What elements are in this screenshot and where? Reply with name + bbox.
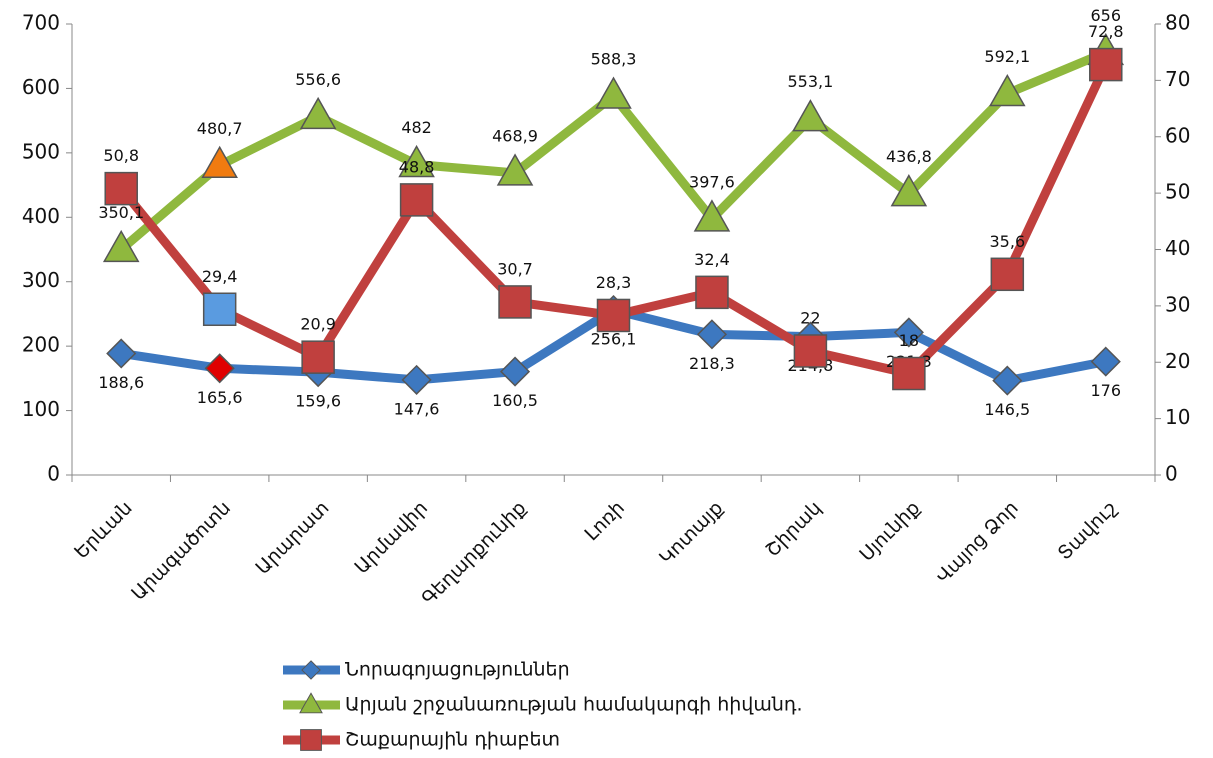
x-tick-label: Կոտայք [655,497,727,569]
value-label: 656 [1090,6,1121,25]
x-tick-label: Գեղարքունիք [418,497,531,610]
value-label: 50,8 [103,146,139,165]
data-point [201,145,238,179]
data-point [596,298,631,333]
y2-tick-label: 20 [1165,349,1190,373]
data-point [202,292,237,327]
data-point [890,174,928,207]
y2-tick-label: 0 [1165,462,1178,486]
x-tick-label: Արագածոտն [127,497,235,605]
value-label: 256,1 [591,329,637,348]
data-point [106,338,137,369]
data-point [399,183,434,217]
data-point [990,257,1025,292]
data-point [989,73,1026,107]
value-label: 588,3 [591,49,637,68]
y2-tick-label: 30 [1165,292,1190,316]
legend-label: Նորագոյացություններ [345,659,570,681]
y-tick-label: 200 [22,333,60,357]
legend-label: Շաքարային դիաբետ [345,729,560,751]
y2-tick-label: 60 [1165,123,1190,147]
value-label: 397,6 [689,172,735,191]
x-tick-label: Լոռի [580,497,628,545]
value-label: 32,4 [694,250,730,269]
y-tick-label: 300 [22,268,60,292]
value-label: 176 [1090,381,1121,400]
value-label: 30,7 [497,259,533,278]
value-label: 22 [800,308,820,327]
data-point [1089,47,1123,82]
data-point [1090,346,1121,377]
y-tick-label: 600 [22,75,60,99]
data-point [498,285,532,319]
value-label: 482 [401,118,432,137]
data-point [104,171,138,206]
x-tick-label: Տավուշ [1054,497,1122,565]
value-label: 159,6 [295,392,341,411]
y-tick-label: 700 [22,11,60,35]
value-label: 592,1 [984,47,1030,66]
data-point [499,356,531,387]
value-label: 468,9 [492,126,538,145]
value-label: 146,5 [984,400,1030,419]
data-point [398,144,435,178]
y-tick-label: 400 [22,204,60,228]
value-label: 165,6 [197,388,243,407]
data-point [792,99,829,132]
data-point [496,153,534,186]
value-label: 556,6 [295,70,341,89]
y-tick-label: 100 [22,397,60,421]
value-label: 29,4 [202,267,238,286]
data-point [992,365,1023,396]
x-tick-label: Շիրակ [761,497,825,561]
data-point [299,96,337,130]
value-label: 188,6 [98,373,144,392]
data-point [204,353,235,384]
value-label: 48,8 [399,157,435,176]
value-label: 20,9 [300,315,336,334]
value-label: 18 [899,331,919,350]
legend-marker [301,660,321,680]
value-label: 218,3 [689,354,735,373]
y2-tick-label: 50 [1165,180,1190,204]
data-point [102,229,140,263]
value-label: 160,5 [492,391,538,410]
x-tick-label: Վայոց Ձոր [932,497,1023,588]
data-point [693,199,731,232]
data-point [793,334,828,368]
data-point [893,317,924,348]
x-tick-label: Երևան [70,497,136,563]
data-point [696,319,728,350]
value-label: 350,1 [98,203,144,222]
y2-tick-label: 10 [1165,405,1190,429]
legend-label: Արյան շրջանառության համակարգի հիվանդ. [345,694,803,716]
data-point [595,76,632,109]
y-tick-label: 500 [22,139,60,163]
value-label: 28,3 [596,273,632,292]
data-point [401,364,432,395]
value-label: 480,7 [197,119,243,138]
value-label: 35,6 [990,232,1026,251]
x-tick-label: Արմավիր [350,497,432,579]
y2-tick-label: 70 [1165,67,1190,91]
value-label: 553,1 [788,72,834,91]
data-point [695,275,729,310]
y2-tick-label: 40 [1165,236,1190,260]
legend-marker [299,692,323,714]
value-label: 147,6 [394,399,440,418]
data-point [892,356,926,391]
data-point [301,340,335,374]
value-label: 436,8 [886,147,932,166]
value-label: 72,8 [1088,22,1124,41]
x-tick-label: Սյունիք [855,497,924,566]
x-tick-label: Արարատ [251,497,333,579]
legend-marker [300,729,322,751]
y-tick-label: 0 [47,462,60,486]
y2-tick-label: 80 [1165,11,1190,35]
